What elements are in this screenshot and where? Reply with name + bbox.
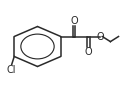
Text: Cl: Cl (7, 65, 16, 75)
Text: O: O (70, 16, 78, 26)
Text: O: O (84, 47, 92, 57)
Text: O: O (97, 32, 105, 41)
